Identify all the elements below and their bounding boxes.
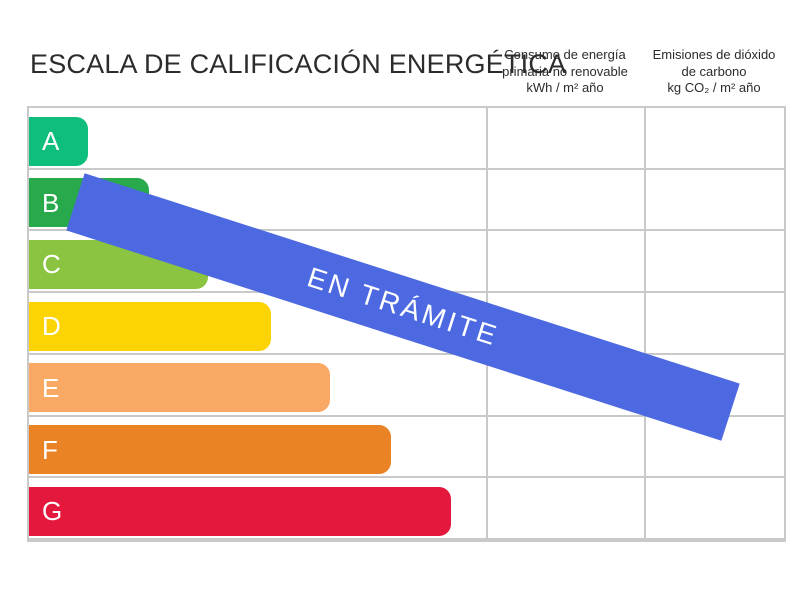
table-row-f [29, 417, 784, 479]
table-row-g [29, 478, 784, 541]
rating-letter-a: A [42, 126, 60, 156]
column-divider-emisiones [644, 108, 646, 540]
page-title: ESCALA DE CALIFICACIÓN ENERGÉTICA [30, 49, 567, 79]
column-header-emisiones: Emisiones de dióxido de carbono kg CO₂ /… [639, 47, 789, 97]
rating-bar-a: A [29, 116, 88, 166]
rating-letter-e: E [42, 372, 60, 403]
rating-bar-d: D [29, 301, 271, 351]
column-header-consumo-line2: primaria no renovable [502, 63, 628, 79]
column-header-emisiones-line1: Emisiones de dióxido [652, 47, 776, 62]
column-header-consumo-units: kWh / m² año [526, 80, 604, 95]
column-header-emisiones-line2: de carbono [681, 63, 747, 79]
table-row-e [29, 355, 784, 417]
rating-letter-c: C [42, 249, 61, 280]
rating-bar-g: G [29, 486, 451, 536]
column-header-consumo: Consumo de energía primaria no renovable… [481, 47, 649, 97]
rating-bar-e: E [29, 363, 330, 413]
rating-letter-b: B [42, 187, 60, 218]
table-row-a [29, 108, 784, 170]
rating-letter-f: F [42, 434, 58, 465]
rating-letter-g: G [42, 496, 63, 527]
table-row-d [29, 293, 784, 355]
column-header-emisiones-units: kg CO₂ / m² año [667, 80, 761, 95]
rating-bar-f: F [29, 425, 391, 475]
column-header-consumo-line1: Consumo de energía [504, 47, 626, 62]
table-row-b [29, 170, 784, 232]
rating-letter-d: D [42, 311, 61, 342]
